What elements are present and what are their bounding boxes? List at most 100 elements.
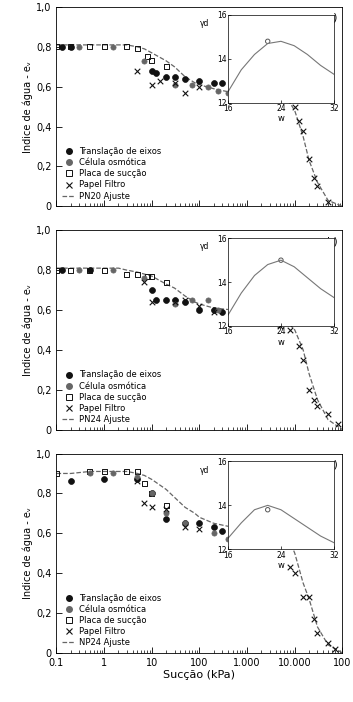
Point [149,79,155,91]
Point [124,466,130,477]
Point [277,528,283,539]
Point [225,534,231,545]
Point [59,265,65,276]
Point [172,79,177,91]
Point [134,474,140,485]
Point [300,591,306,602]
Point [311,614,317,625]
Point [306,153,312,164]
Point [101,265,107,276]
Point [211,306,217,317]
Point [144,270,150,282]
Point [142,498,147,509]
Point [172,77,177,88]
Point [216,85,221,96]
Text: c): c) [328,460,338,470]
Point [189,294,195,305]
Point [110,468,115,479]
Point [87,265,92,276]
Point [142,272,147,284]
Point [134,476,140,487]
Y-axis label: Indice de água - eᵥ: Indice de água - eᵥ [23,284,33,376]
Point [216,305,221,316]
Point [292,101,298,112]
Point [219,77,225,88]
Point [197,300,202,312]
Point [197,517,202,529]
Point [149,65,155,77]
Point [144,51,150,62]
Point [134,268,140,279]
Point [163,504,169,515]
Point [277,320,283,331]
Point [68,41,74,53]
Point [172,71,177,82]
Point [149,270,155,282]
Point [76,41,82,53]
Point [225,87,231,98]
Point [197,305,202,316]
Point [230,534,235,545]
Point [153,294,158,305]
Point [306,384,312,395]
Point [142,478,147,489]
Point [54,41,59,53]
Legend: Translação de eixos, Célula osmótica, Placa de sucção, Papel Filtro, NP24 Ajuste: Translação de eixos, Célula osmótica, Pl… [61,592,163,649]
Point [68,41,74,53]
Point [149,488,155,499]
Point [325,408,331,419]
Point [153,67,158,79]
Point [124,41,130,53]
Point [182,296,188,307]
Point [149,502,155,513]
Point [182,517,188,529]
X-axis label: Sucção (kPa): Sucção (kPa) [163,670,235,680]
Y-axis label: Indice de água - eᵥ: Indice de água - eᵥ [23,507,33,600]
Point [211,77,217,88]
Point [332,643,338,654]
Point [134,44,140,55]
Point [110,41,115,53]
Point [149,488,155,499]
Point [163,61,169,72]
Point [182,73,188,84]
Point [197,81,202,93]
Point [277,91,283,102]
Point [211,528,217,539]
Point [230,305,235,316]
Point [110,265,115,276]
Point [149,284,155,296]
Point [134,65,140,77]
Point [134,466,140,477]
Point [87,468,92,479]
Point [292,567,298,578]
Point [300,125,306,136]
Point [54,265,59,276]
Point [230,306,235,317]
Point [163,71,169,82]
Point [87,41,92,53]
Point [76,265,82,276]
Text: b): b) [328,237,338,246]
Point [325,637,331,649]
Legend: Translação de eixos, Célula osmótica, Placa de sucção, Papel Filtro, PN24 Ajuste: Translação de eixos, Célula osmótica, Pl… [61,369,163,425]
Point [230,77,235,88]
Point [219,306,225,317]
Point [68,265,74,276]
Point [163,294,169,305]
Point [205,294,211,305]
Point [87,265,92,276]
Point [68,476,74,487]
Point [287,562,293,573]
Point [101,466,107,477]
Point [149,55,155,67]
Point [311,173,317,184]
Point [211,305,217,316]
Point [163,500,169,511]
Point [197,75,202,86]
Text: a): a) [328,13,338,23]
Point [142,277,147,288]
Point [182,87,188,98]
Point [315,628,320,639]
Point [311,394,317,405]
